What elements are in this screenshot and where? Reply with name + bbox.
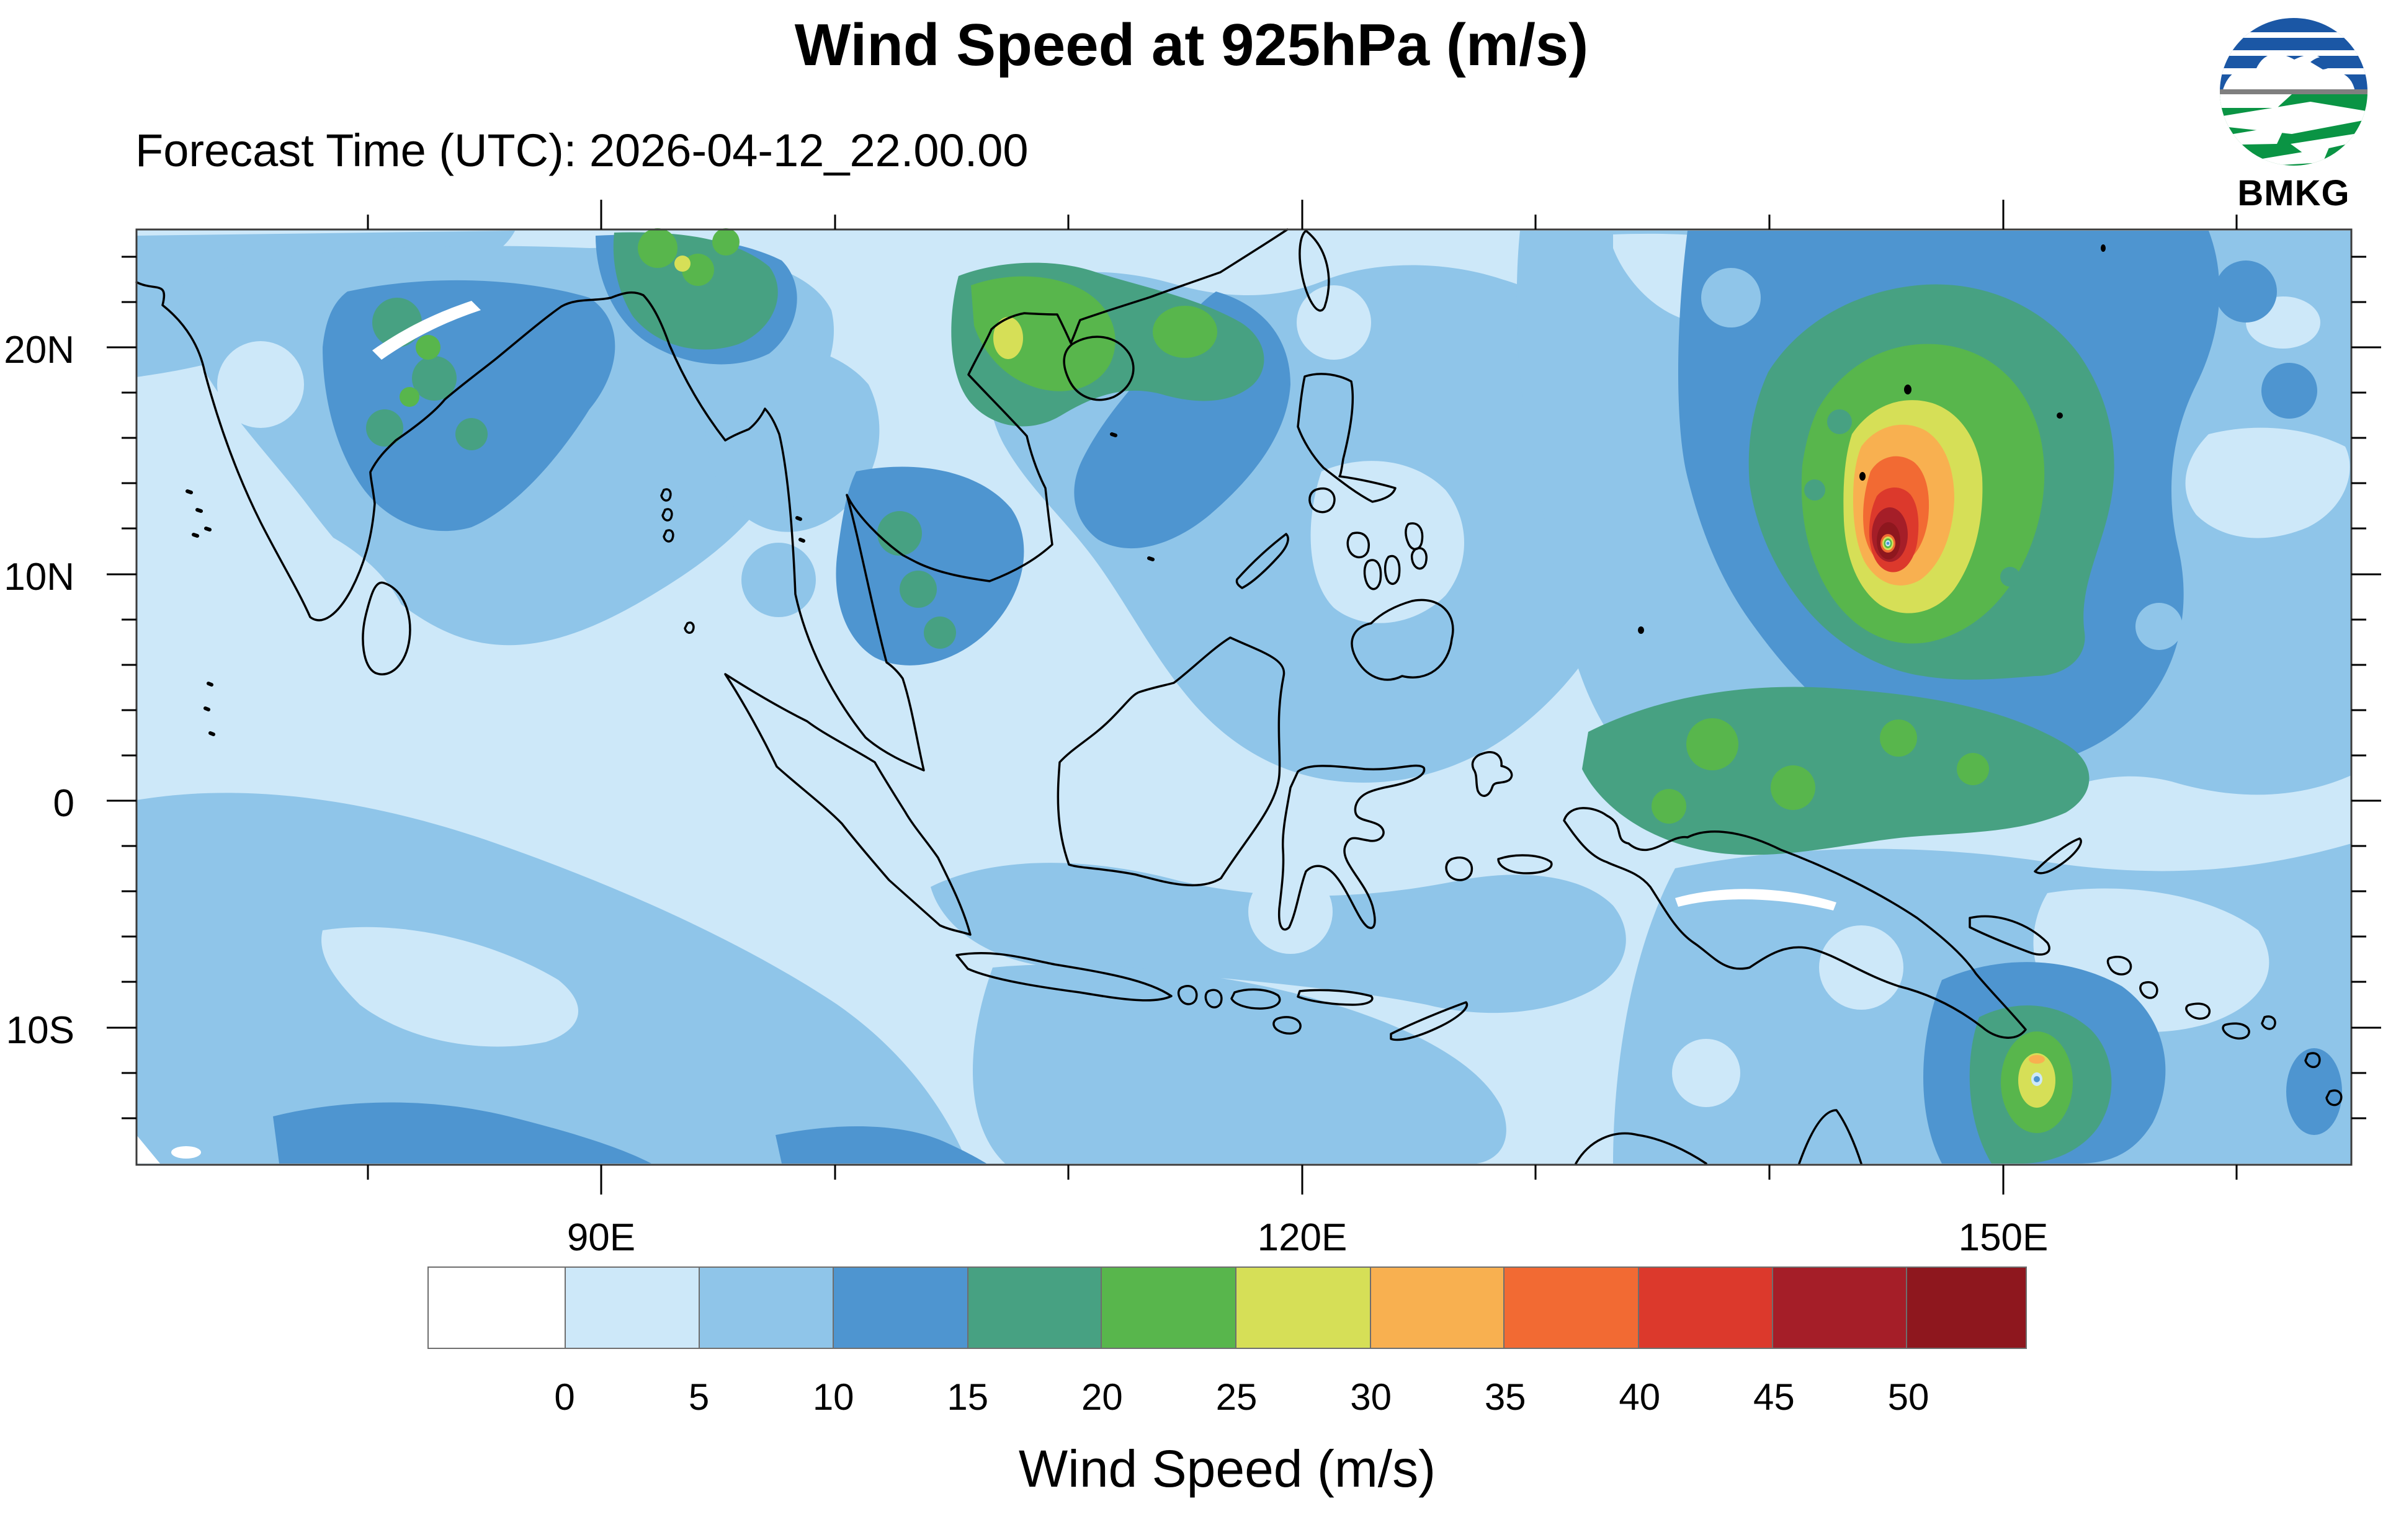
colorbar-tick-label: 35: [1484, 1376, 1526, 1418]
colorbar-cell: [1639, 1268, 1773, 1348]
colorbar-cell: [1236, 1268, 1371, 1348]
bmkg-logo-icon: [2220, 18, 2367, 166]
wind-speed-map: [107, 200, 2381, 1195]
bmkg-logo: BMKG: [2217, 16, 2370, 221]
x-axis-label-90E: 90E: [566, 1216, 636, 1259]
forecast-time-label: Forecast Time (UTC): 2026-04-12_22.00.00: [135, 125, 1029, 176]
colorbar-cell: [968, 1268, 1102, 1348]
coastlines: [135, 228, 2343, 1165]
colorbar-cell: [833, 1268, 968, 1348]
colorbar-tick-label: 30: [1350, 1376, 1392, 1418]
colorbar-tick-label: 0: [554, 1376, 575, 1418]
x-axis-label-120E: 120E: [1257, 1216, 1348, 1259]
colorbar: [427, 1266, 2027, 1349]
y-axis-label-10N: 10N: [4, 556, 74, 599]
bmkg-logo-text: BMKG: [2237, 173, 2350, 213]
colorbar-tick-labels: 0 5 10 15 20 25 30 35 40 45 50: [0, 1376, 2383, 1425]
colorbar-cell: [565, 1268, 700, 1348]
colorbar-cell: [1907, 1268, 2026, 1348]
colorbar-tick-label: 25: [1215, 1376, 1258, 1418]
colorbar-cell: [1102, 1268, 1236, 1348]
colorbar-tick-label: 40: [1619, 1376, 1661, 1418]
colorbar-cell: [429, 1268, 566, 1348]
colorbar-title: Wind Speed (m/s): [1018, 1440, 1436, 1498]
y-axis-label-10S: 10S: [6, 1009, 74, 1052]
colorbar-cell: [1773, 1268, 1908, 1348]
colorbar-tick-label: 50: [1887, 1376, 1929, 1418]
colorbar-tick-label: 20: [1081, 1376, 1123, 1418]
colorbar-cell: [700, 1268, 834, 1348]
colorbar-cell: [1370, 1268, 1505, 1348]
page-title: Wind Speed at 925hPa (m/s): [794, 12, 1589, 78]
y-axis-label-20N: 20N: [4, 329, 74, 372]
colorbar-tick-label: 10: [812, 1376, 854, 1418]
colorbar-cell: [1504, 1268, 1639, 1348]
colorbar-tick-label: 5: [688, 1376, 710, 1418]
colorbar-tick-label: 15: [947, 1376, 989, 1418]
y-axis-label-0: 0: [53, 782, 74, 825]
x-axis-label-150E: 150E: [1958, 1216, 2049, 1259]
colorbar-tick-label: 45: [1753, 1376, 1795, 1418]
